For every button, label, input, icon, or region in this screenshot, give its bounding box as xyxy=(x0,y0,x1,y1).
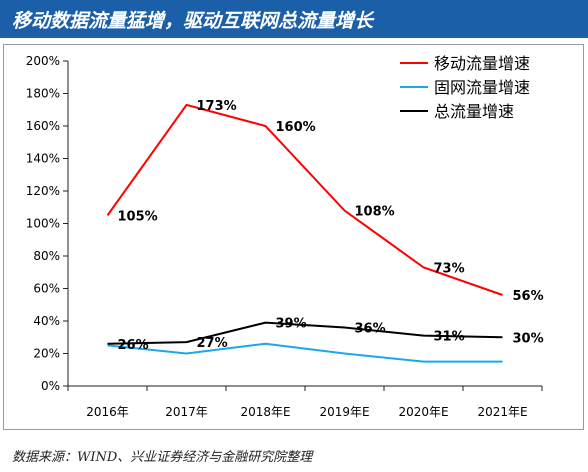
data-label: 31% xyxy=(434,330,465,345)
y-tick-label: 20% xyxy=(33,347,60,361)
data-label: 36% xyxy=(355,322,386,337)
y-tick-label: 140% xyxy=(26,152,60,166)
x-tick-label: 2020年E xyxy=(398,405,448,419)
x-tick-label: 2019年E xyxy=(319,405,369,419)
series-line-1 xyxy=(106,103,503,296)
line-chart: 0% 20% 40% 60% 80% 100% 120% 140% 160% 180% 200% 20… xyxy=(26,54,544,419)
data-label: 56% xyxy=(513,289,544,304)
data-label: 108% xyxy=(355,205,395,220)
x-tick-label: 2016年 xyxy=(86,405,129,419)
page-title: 移动数据流量猛增，驱动互联网总流量增长 xyxy=(12,10,374,32)
data-label: 160% xyxy=(276,120,316,135)
legend-entry: 固网流量增速 xyxy=(434,78,530,97)
legend-entry: 移动流量增速 xyxy=(434,54,530,73)
data-label: 173% xyxy=(197,99,237,114)
source-note: 数据来源：WIND、兴业证券经济与金融研究院整理 xyxy=(12,450,313,465)
y-tick-label: 120% xyxy=(26,184,60,198)
data-label: 26% xyxy=(118,338,149,353)
x-tick-label: 2021年E xyxy=(477,405,527,419)
data-label: 30% xyxy=(513,331,544,346)
legend-entry: 总流量增速 xyxy=(434,102,514,121)
y-tick-label: 160% xyxy=(26,119,60,133)
chart-frame: 0% 20% 40% 60% 80% 100% 120% 140% 160% 180% 200% 20… xyxy=(3,44,584,430)
y-tick-label: 40% xyxy=(33,314,60,328)
x-tick-label: 2017年 xyxy=(165,405,208,419)
y-tick-label: 0% xyxy=(41,379,60,393)
series-line-3 xyxy=(107,321,503,345)
y-tick-label: 60% xyxy=(33,282,60,296)
y-tick-label: 80% xyxy=(33,249,60,263)
series-line-2 xyxy=(107,342,503,363)
x-tick-label: 2018年E xyxy=(240,405,290,419)
data-label: 105% xyxy=(118,209,158,224)
y-tick-label: 180% xyxy=(26,87,60,101)
data-label: 39% xyxy=(276,317,307,332)
title-bar: 移动数据流量猛增，驱动互联网总流量增长 xyxy=(0,0,588,38)
data-label: 27% xyxy=(197,336,228,351)
y-tick-label: 200% xyxy=(26,54,60,68)
data-label: 73% xyxy=(434,261,465,276)
y-tick-label: 100% xyxy=(26,217,60,231)
